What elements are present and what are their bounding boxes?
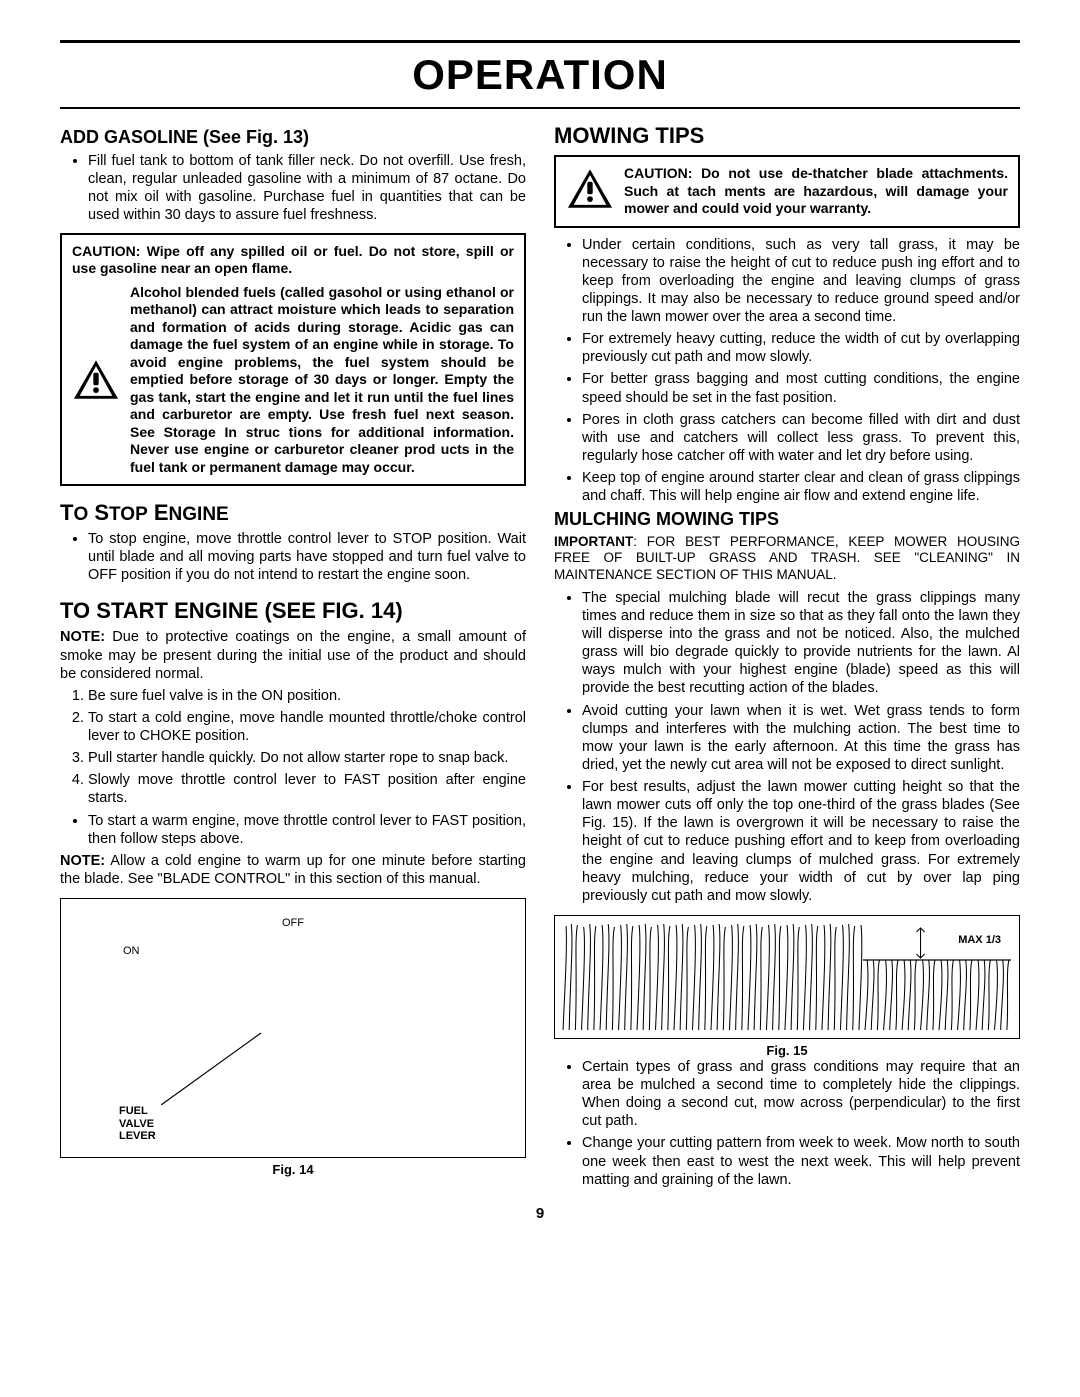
mulch-b5: Change your cutting pattern from week to…	[582, 1134, 1020, 1188]
step-2: To start a cold engine, move handle moun…	[88, 709, 526, 745]
right-column: MOWING TIPS CAUTION: Do not use de-thatc…	[554, 123, 1020, 1193]
start-engine-heading: TO START ENGINE (See Fig. 14)	[60, 598, 526, 624]
caution-block-text: Alcohol blended fuels (called gasohol or…	[130, 284, 514, 477]
mowing-b1: Under certain conditions, such as very t…	[582, 236, 1020, 327]
add-gasoline-list: Fill fuel tank to bottom of tank filler …	[60, 152, 526, 225]
content-columns: ADD GASOLINE (See Fig. 13) Fill fuel tan…	[60, 123, 1020, 1193]
mulching-heading: MULCHING MOWING TIPS	[554, 509, 1020, 530]
step-3: Pull starter handle quickly. Do not allo…	[88, 749, 526, 767]
mulching-list-1: The special mulching blade will recut th…	[554, 589, 1020, 905]
mulching-important: IMPORTANT: FOR BEST PERFORMANCE, KEEP MO…	[554, 534, 1020, 583]
start-engine-steps: Be sure fuel valve is in the ON position…	[60, 687, 526, 808]
fig14-off-label: OFF	[282, 917, 304, 929]
mulch-b3: For best results, adjust the lawn mower …	[582, 778, 1020, 905]
mowing-b2: For extremely heavy cutting, reduce the …	[582, 330, 1020, 366]
start-engine-note2: NOTE: Allow a cold engine to warm up for…	[60, 852, 526, 888]
fig15-grass: MAX 1/3	[561, 922, 1013, 1032]
mulch-b2: Avoid cutting your lawn when it is wet. …	[582, 702, 1020, 775]
stop-engine-bullet: To stop engine, move throttle control le…	[88, 530, 526, 584]
mowing-caution-box: CAUTION: Do not use de-thatcher blade at…	[554, 155, 1020, 228]
page-number: 9	[60, 1205, 1020, 1222]
fig14-lever-label: FUEL VALVE LEVER	[119, 1105, 156, 1143]
left-column: ADD GASOLINE (See Fig. 13) Fill fuel tan…	[60, 123, 526, 1193]
title-underline	[60, 107, 1020, 109]
fig14-caption: Fig. 14	[60, 1162, 526, 1177]
stop-engine-list: To stop engine, move throttle control le…	[60, 530, 526, 584]
warm-engine-list: To start a warm engine, move throttle co…	[60, 812, 526, 848]
step-1: Be sure fuel valve is in the ON position…	[88, 687, 526, 705]
add-gasoline-bullet: Fill fuel tank to bottom of tank filler …	[88, 152, 526, 225]
step-4: Slowly move throttle control lever to FA…	[88, 771, 526, 807]
page-title: OPERATION	[60, 51, 1020, 99]
mowing-tips-list: Under certain conditions, such as very t…	[554, 236, 1020, 506]
top-rule	[60, 40, 1020, 43]
mulch-b4: Certain types of grass and grass conditi…	[582, 1058, 1020, 1131]
caution-inner: Alcohol blended fuels (called gasohol or…	[72, 284, 514, 477]
fig15-max-label: MAX 1/3	[956, 934, 1003, 946]
stop-engine-heading: TO STOP ENGINE	[60, 500, 526, 526]
mowing-b4: Pores in cloth grass catchers can become…	[582, 411, 1020, 465]
mulch-b1: The special mulching blade will recut th…	[582, 589, 1020, 698]
caution-line1: CAUTION: Wipe off any spilled oil or fue…	[72, 243, 514, 278]
mowing-b5: Keep top of engine around starter clear …	[582, 469, 1020, 505]
warning-icon	[72, 284, 120, 477]
fig-15-box: MAX 1/3	[554, 915, 1020, 1039]
add-gasoline-heading: ADD GASOLINE (See Fig. 13)	[60, 127, 526, 148]
fig-14-box: OFF ON FUEL VALVE LEVER	[60, 898, 526, 1158]
mowing-b3: For better grass bagging and most cuttin…	[582, 370, 1020, 406]
warm-engine-bullet: To start a warm engine, move throttle co…	[88, 812, 526, 848]
mulching-list-2: Certain types of grass and grass conditi…	[554, 1058, 1020, 1189]
warning-icon	[566, 165, 614, 218]
fig14-pointer-line	[161, 1025, 271, 1105]
mowing-tips-heading: MOWING TIPS	[554, 123, 1020, 149]
start-engine-note1: NOTE: Due to protective coatings on the …	[60, 628, 526, 682]
gasoline-caution-box: CAUTION: Wipe off any spilled oil or fue…	[60, 233, 526, 487]
mowing-caution-text: CAUTION: Do not use de-thatcher blade at…	[624, 165, 1008, 218]
fig15-caption: Fig. 15	[554, 1043, 1020, 1058]
fig14-on-label: ON	[123, 945, 140, 957]
